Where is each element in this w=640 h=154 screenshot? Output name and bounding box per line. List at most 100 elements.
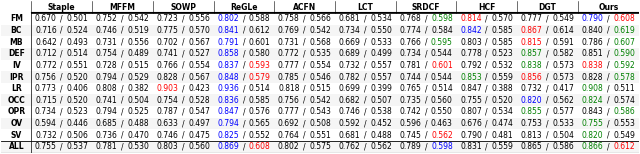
Text: 0.417: 0.417 bbox=[552, 84, 574, 93]
Text: 0.551: 0.551 bbox=[67, 61, 88, 70]
Text: 0.774: 0.774 bbox=[399, 26, 421, 35]
Text: /: / bbox=[60, 96, 63, 105]
Text: /: / bbox=[182, 142, 184, 151]
Text: 0.533: 0.533 bbox=[371, 38, 392, 47]
Text: /: / bbox=[60, 26, 63, 35]
Text: /: / bbox=[486, 61, 488, 70]
Text: 0.504: 0.504 bbox=[127, 96, 149, 105]
FancyBboxPatch shape bbox=[1, 36, 639, 48]
Text: 0.828: 0.828 bbox=[157, 73, 178, 81]
Text: 0.669: 0.669 bbox=[339, 38, 360, 47]
Text: 0.595: 0.595 bbox=[431, 38, 453, 47]
Text: 0.825: 0.825 bbox=[217, 131, 239, 140]
Text: 0.744: 0.744 bbox=[399, 73, 421, 81]
Text: 0.601: 0.601 bbox=[249, 38, 271, 47]
Text: 0.831: 0.831 bbox=[460, 142, 482, 151]
Text: 0.633: 0.633 bbox=[156, 119, 179, 128]
Text: /: / bbox=[425, 107, 428, 116]
Text: /: / bbox=[60, 73, 63, 81]
Text: /: / bbox=[182, 84, 184, 93]
Text: 0.511: 0.511 bbox=[613, 84, 635, 93]
Text: 0.567: 0.567 bbox=[188, 73, 210, 81]
Text: 0.554: 0.554 bbox=[310, 61, 332, 70]
Text: 0.838: 0.838 bbox=[582, 61, 604, 70]
Text: 0.489: 0.489 bbox=[127, 49, 149, 58]
Text: 0.619: 0.619 bbox=[613, 26, 635, 35]
Text: 0.865: 0.865 bbox=[521, 142, 543, 151]
Text: /: / bbox=[243, 26, 245, 35]
Text: 0.570: 0.570 bbox=[188, 26, 210, 35]
Text: 0.842: 0.842 bbox=[460, 26, 482, 35]
Text: ReGLe: ReGLe bbox=[230, 3, 258, 12]
Text: /: / bbox=[121, 73, 124, 81]
Text: 0.575: 0.575 bbox=[310, 142, 332, 151]
Text: 0.506: 0.506 bbox=[67, 131, 88, 140]
Text: 0.562: 0.562 bbox=[371, 142, 392, 151]
Text: 0.537: 0.537 bbox=[67, 142, 88, 151]
Text: 0.520: 0.520 bbox=[492, 96, 513, 105]
Text: /: / bbox=[607, 84, 609, 93]
Text: 0.840: 0.840 bbox=[582, 26, 604, 35]
Text: /: / bbox=[182, 107, 184, 116]
Text: /: / bbox=[182, 49, 184, 58]
Text: /: / bbox=[303, 14, 306, 23]
Text: 0.908: 0.908 bbox=[582, 84, 604, 93]
Text: 0.716: 0.716 bbox=[35, 26, 57, 35]
Text: OV: OV bbox=[10, 119, 22, 128]
Text: LR: LR bbox=[11, 84, 22, 93]
Text: /: / bbox=[121, 142, 124, 151]
Text: 0.731: 0.731 bbox=[96, 38, 118, 47]
Text: 0.551: 0.551 bbox=[310, 131, 332, 140]
Text: /: / bbox=[607, 119, 609, 128]
Text: Ours: Ours bbox=[598, 3, 618, 12]
Text: 0.837: 0.837 bbox=[217, 61, 239, 70]
Text: 0.532: 0.532 bbox=[492, 61, 513, 70]
Text: 0.803: 0.803 bbox=[460, 38, 482, 47]
Text: 0.731: 0.731 bbox=[278, 38, 300, 47]
Text: DEF: DEF bbox=[8, 49, 25, 58]
Text: /: / bbox=[303, 26, 306, 35]
Text: /: / bbox=[60, 38, 63, 47]
Text: /: / bbox=[182, 131, 184, 140]
Text: /: / bbox=[607, 38, 609, 47]
Text: 0.576: 0.576 bbox=[249, 107, 271, 116]
Text: 0.794: 0.794 bbox=[217, 119, 239, 128]
Text: 0.755: 0.755 bbox=[582, 119, 604, 128]
Text: /: / bbox=[486, 96, 488, 105]
Text: 0.470: 0.470 bbox=[127, 131, 149, 140]
Text: /: / bbox=[303, 61, 306, 70]
Text: 0.786: 0.786 bbox=[582, 38, 604, 47]
Text: 0.715: 0.715 bbox=[35, 96, 57, 105]
Text: 0.794: 0.794 bbox=[96, 107, 118, 116]
Text: 0.790: 0.790 bbox=[460, 131, 482, 140]
Text: /: / bbox=[364, 73, 367, 81]
Text: 0.592: 0.592 bbox=[613, 61, 635, 70]
Text: MFFM: MFFM bbox=[109, 3, 136, 12]
Text: 0.681: 0.681 bbox=[339, 14, 360, 23]
Text: 0.792: 0.792 bbox=[460, 61, 482, 70]
Text: ALL: ALL bbox=[8, 142, 24, 151]
Text: /: / bbox=[182, 73, 184, 81]
Text: 0.855: 0.855 bbox=[521, 107, 543, 116]
Text: 0.712: 0.712 bbox=[35, 49, 57, 58]
FancyBboxPatch shape bbox=[1, 13, 639, 25]
Text: /: / bbox=[243, 38, 245, 47]
Text: 0.772: 0.772 bbox=[278, 49, 300, 58]
Text: 0.745: 0.745 bbox=[399, 131, 421, 140]
Text: 0.514: 0.514 bbox=[67, 49, 88, 58]
Text: 0.847: 0.847 bbox=[460, 84, 482, 93]
Text: 0.504: 0.504 bbox=[552, 131, 574, 140]
Text: /: / bbox=[607, 131, 609, 140]
Text: 0.766: 0.766 bbox=[399, 38, 421, 47]
Text: 0.758: 0.758 bbox=[278, 14, 300, 23]
Text: 0.808: 0.808 bbox=[96, 84, 118, 93]
Text: /: / bbox=[182, 38, 184, 47]
Text: /: / bbox=[243, 96, 245, 105]
Text: 0.642: 0.642 bbox=[35, 38, 57, 47]
Text: IV: IV bbox=[12, 61, 20, 70]
Text: /: / bbox=[182, 61, 184, 70]
Text: 0.807: 0.807 bbox=[460, 107, 482, 116]
Text: /: / bbox=[243, 142, 245, 151]
Text: /: / bbox=[364, 38, 367, 47]
Text: 0.754: 0.754 bbox=[96, 49, 118, 58]
